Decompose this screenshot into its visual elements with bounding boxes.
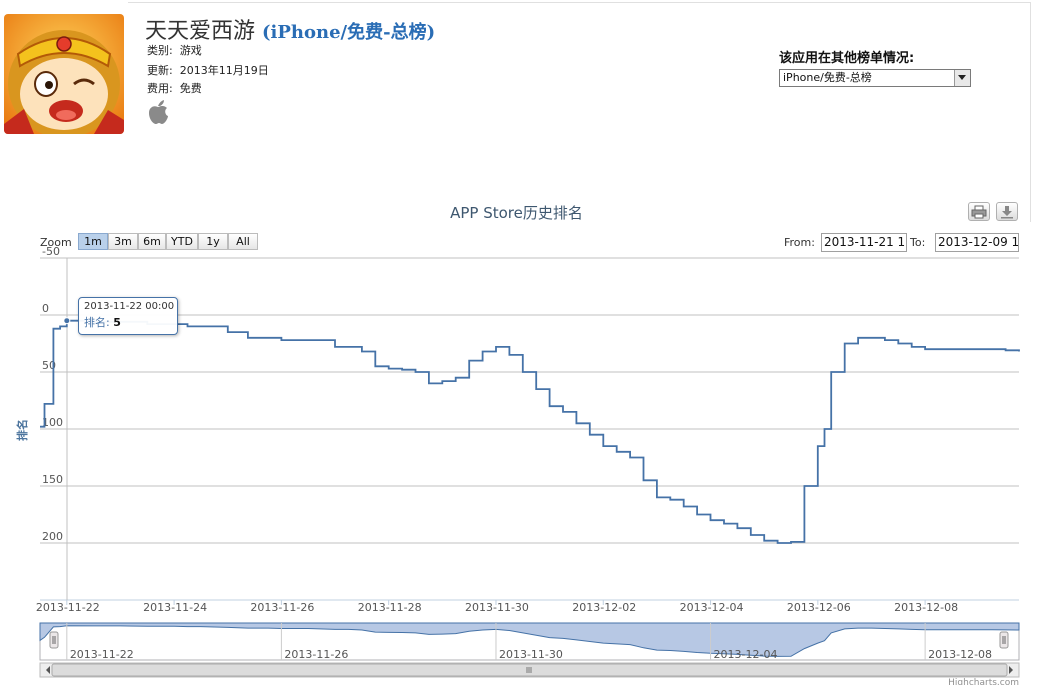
download-icon — [1001, 206, 1013, 219]
x-tick-label: 2013-12-08 — [894, 601, 958, 614]
navigator-tick-label: 2013-11-30 — [499, 648, 563, 661]
x-tick-label: 2013-11-30 — [465, 601, 529, 614]
tooltip-date: 2013-11-22 00:00 — [84, 301, 175, 312]
navigator-handle — [49, 631, 59, 649]
y-tick-label: 0 — [42, 302, 49, 315]
zoom-1m-button[interactable]: 1m — [78, 233, 108, 250]
scrollbar-thumb — [51, 663, 1008, 677]
zoom-6m-button[interactable]: 6m — [138, 233, 166, 250]
updated-value: 2013年11月19日 — [179, 64, 269, 77]
chevron-down-icon[interactable] — [954, 70, 970, 86]
other-charts-select[interactable]: iPhone/免费-总榜 — [779, 69, 971, 87]
scrollbar-track — [39, 662, 1020, 678]
app-icon — [4, 14, 124, 134]
hover-point — [63, 317, 71, 325]
to-label: To: — [910, 236, 926, 249]
panel-border — [1030, 2, 1031, 222]
scroll-left-icon — [46, 666, 50, 674]
from-date-input[interactable]: 2013-11-21 12 — [821, 233, 907, 252]
tooltip-rank-value: 5 — [113, 316, 121, 329]
y-axis-title: 排名 — [15, 419, 29, 441]
rank-series-line — [40, 319, 1020, 544]
export-button[interactable] — [996, 202, 1018, 221]
zoom-1y-button[interactable]: 1y — [198, 233, 228, 250]
category-row: 类别: 游戏 — [147, 42, 202, 58]
updated-row: 更新: 2013年11月19日 — [147, 62, 269, 78]
navigator-handle — [999, 631, 1009, 649]
x-tick-label: 2013-11-24 — [143, 601, 207, 614]
price-value: 免费 — [179, 82, 202, 95]
zoom-ytd-button[interactable]: YTD — [166, 233, 198, 250]
category-label: 类别: — [147, 44, 173, 57]
app-title: 天天爱西游 (iPhone/免费-总榜) — [145, 13, 435, 45]
credit-link: Highcharts.com — [948, 678, 1019, 685]
print-button[interactable] — [968, 202, 990, 221]
chart-title: APP Store历史排名 — [450, 204, 583, 222]
x-tick-label: 2013-11-22 — [36, 601, 100, 614]
x-tick-label: 2013-12-04 — [680, 601, 744, 614]
zoom-3m-button[interactable]: 3m — [108, 233, 138, 250]
monkey-king-icon — [4, 14, 124, 134]
other-charts-label: 该应用在其他榜单情况: — [779, 51, 915, 66]
tooltip-rank: 排名: 5 — [84, 314, 172, 330]
other-charts-selected: iPhone/免费-总榜 — [783, 71, 872, 84]
apple-icon — [149, 100, 168, 124]
navigator-series — [39, 622, 1020, 657]
price-label: 费用: — [147, 82, 173, 95]
navigator-tick-label: 2013-12-04 — [714, 648, 778, 661]
updated-label: 更新: — [147, 64, 173, 77]
printer-icon — [971, 205, 987, 219]
navigator-tick-label: 2013-11-26 — [284, 648, 348, 661]
navigator-tick-label: 2013-11-22 — [70, 648, 134, 661]
x-tick-label: 2013-11-28 — [358, 601, 422, 614]
y-tick-label: 100 — [42, 416, 63, 429]
x-tick-label: 2013-12-02 — [572, 601, 636, 614]
zoom-label: Zoom — [40, 236, 72, 249]
header-divider — [128, 2, 1030, 3]
from-label: From: — [784, 236, 815, 249]
category-value: 游戏 — [179, 44, 202, 57]
list-tag-link[interactable]: (iPhone/免费-总榜) — [262, 22, 436, 43]
y-tick-label: 150 — [42, 473, 63, 486]
x-tick-label: 2013-11-26 — [250, 601, 314, 614]
navigator-frame — [39, 622, 1020, 661]
price-row: 费用: 免费 — [147, 80, 202, 96]
navigator-tick-label: 2013-12-08 — [928, 648, 992, 661]
chart-tooltip: 2013-11-22 00:00 排名: 5 — [78, 297, 178, 335]
y-tick-label: 200 — [42, 530, 63, 543]
y-tick-label: 50 — [42, 359, 56, 372]
scroll-right-icon — [1009, 666, 1013, 674]
zoom-all-button[interactable]: All — [228, 233, 258, 250]
tooltip-rank-label: 排名: — [84, 316, 110, 329]
x-tick-label: 2013-12-06 — [787, 601, 851, 614]
to-date-input[interactable]: 2013-12-09 18 — [935, 233, 1019, 252]
app-name: 天天爱西游 — [145, 19, 256, 44]
